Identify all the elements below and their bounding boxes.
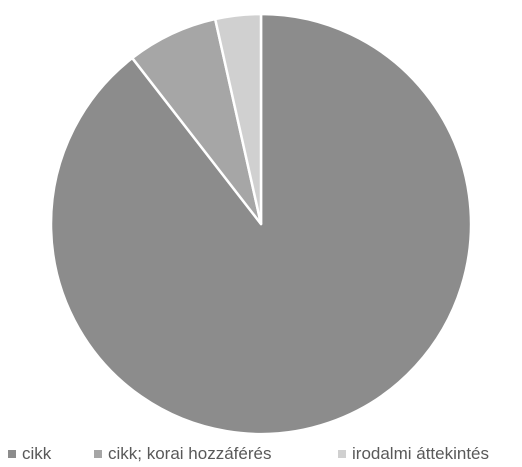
legend-label-irodalmi-attekintes: irodalmi áttekintés (352, 444, 490, 463)
legend-item-cikk: cikk (8, 442, 51, 466)
pie-slice-irodalmi-attekintes (213, 12, 263, 226)
legend-swatch-cikk (8, 450, 16, 458)
legend-label-cikk-korai-hozzaferes: cikk; korai hozzáférés (108, 444, 272, 463)
legend-label-cikk: cikk (22, 444, 52, 463)
legend-swatch-cikk-korai-hozzaferes (94, 450, 102, 458)
legend-item-irodalmi-attekintes: irodalmi áttekintés (338, 442, 489, 466)
legend-swatch-irodalmi-attekintes (338, 450, 346, 458)
chart-legend: cikk cikk; korai hozzáférés irodalmi átt… (0, 442, 522, 466)
legend-item-cikk-korai-hozzaferes: cikk; korai hozzáférés (94, 442, 271, 466)
pie-plot-area (49, 12, 473, 436)
